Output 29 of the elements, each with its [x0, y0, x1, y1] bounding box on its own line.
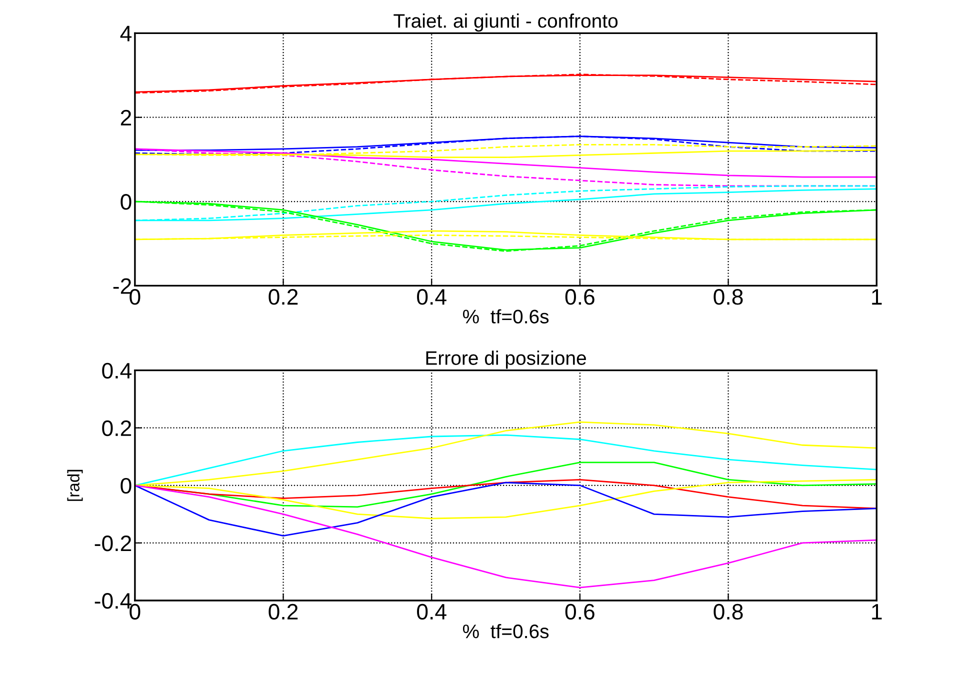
- y-axis-title: [rad]: [67, 470, 83, 501]
- x-tick-label: 0.2: [268, 289, 298, 305]
- x-tick-label: 1: [872, 604, 882, 620]
- x-axis-title: % tf=0.6s: [462, 624, 549, 638]
- x-tick-label: 0.4: [417, 604, 446, 620]
- x-tick-label: 0.8: [714, 604, 743, 620]
- line-series: [134, 136, 877, 151]
- y-tick-label: -0.2: [94, 535, 132, 552]
- x-tick-label: 0.4: [417, 289, 446, 305]
- x-axis-title: % tf=0.6s: [462, 309, 549, 324]
- line-series: [134, 482, 877, 536]
- x-tick-label: 0.2: [268, 604, 298, 620]
- chart-title: Errore di posizione: [426, 350, 586, 369]
- chart-title: Traiet. ai giunti - confronto: [394, 14, 618, 32]
- x-tick-label: 0.6: [565, 604, 594, 620]
- line-series: [134, 136, 877, 156]
- y-tick-label: 4: [120, 26, 132, 42]
- x-tick-label: 0.6: [565, 289, 594, 305]
- y-tick-label: 0.4: [102, 362, 132, 379]
- y-tick-label: -0.4: [94, 593, 132, 609]
- y-tick-label: 0.2: [102, 420, 132, 436]
- y-tick-label: 0: [120, 194, 132, 210]
- line-series: [134, 434, 877, 486]
- x-tick-label: 1: [872, 289, 882, 305]
- line-series: [134, 484, 877, 588]
- y-tick-label: 2: [120, 110, 132, 126]
- y-tick-label: -2: [113, 278, 132, 294]
- y-tick-label: 0: [120, 478, 132, 494]
- x-tick-label: 0.8: [714, 289, 743, 305]
